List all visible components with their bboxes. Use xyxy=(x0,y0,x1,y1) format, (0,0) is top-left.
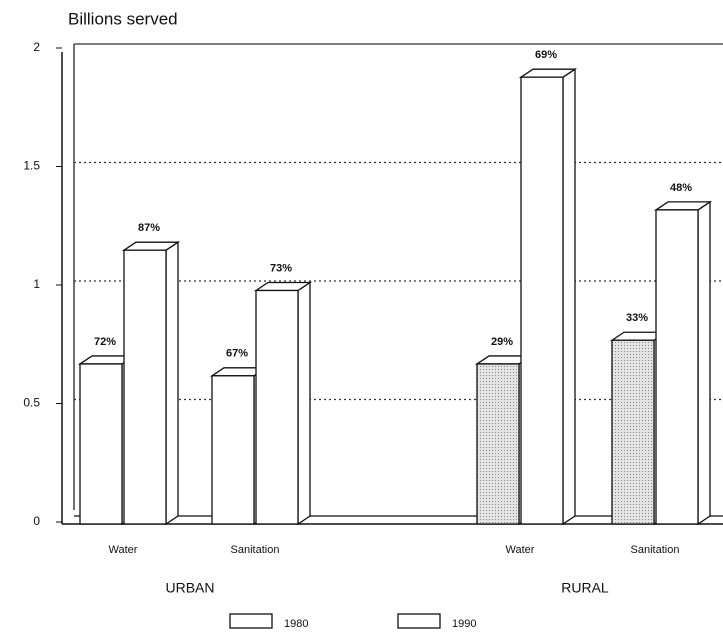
point-label: 69% xyxy=(535,49,557,61)
x-tick-label: Sanitation xyxy=(631,544,680,556)
bar-face xyxy=(255,289,299,525)
legend-label: 1980 xyxy=(284,618,308,630)
bar-face xyxy=(562,67,576,526)
bar-face xyxy=(476,363,520,525)
y-tick-label: 0.5 xyxy=(23,396,40,410)
legend-swatch xyxy=(397,613,441,629)
y-tick-label: 2 xyxy=(33,40,40,54)
legend-label: 1990 xyxy=(452,618,476,630)
group-label: URBAN xyxy=(165,580,214,596)
bar xyxy=(121,240,181,526)
bar-face xyxy=(697,200,711,526)
point-label: 29% xyxy=(491,336,513,348)
bar xyxy=(653,200,713,526)
y-tick-label: 1.5 xyxy=(23,159,40,173)
x-tick-label: Water xyxy=(506,544,535,556)
legend-swatch xyxy=(229,613,273,629)
point-label: 48% xyxy=(670,182,692,194)
x-tick-label: Water xyxy=(109,544,138,556)
bar xyxy=(253,281,313,526)
bar-face xyxy=(123,249,167,525)
point-label: 72% xyxy=(94,336,116,348)
bar-face xyxy=(520,76,564,525)
bar-face xyxy=(655,209,699,525)
bar-face xyxy=(211,375,255,525)
x-tick-label: Sanitation xyxy=(231,544,280,556)
bar-face xyxy=(297,281,311,526)
point-label: 87% xyxy=(138,222,160,234)
y-tick-label: 1 xyxy=(33,277,40,291)
y-tick-label: 0 xyxy=(33,514,40,528)
group-label: RURAL xyxy=(561,580,609,596)
bar-face xyxy=(165,240,179,526)
point-label: 33% xyxy=(626,312,648,324)
point-label: 73% xyxy=(270,262,292,274)
point-label: 67% xyxy=(226,348,248,360)
bar xyxy=(518,67,578,526)
chart-title: Billions served xyxy=(68,9,178,28)
bar-face xyxy=(611,339,655,525)
bar-face xyxy=(79,363,123,525)
